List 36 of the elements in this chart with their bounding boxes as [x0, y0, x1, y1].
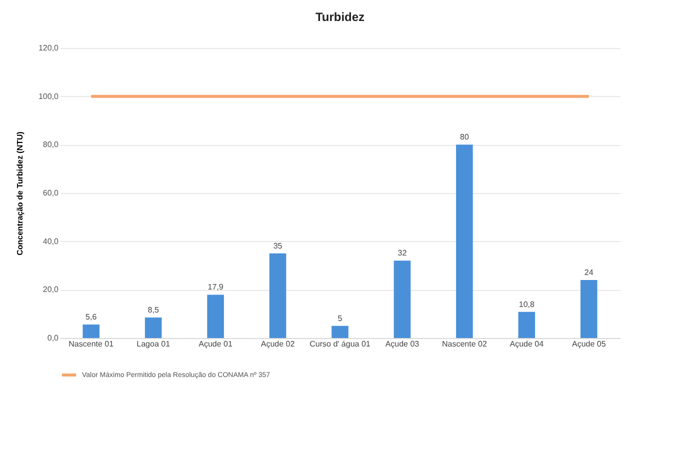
- data-label: 24: [584, 268, 594, 277]
- x-tick-label: Açude 04: [510, 340, 544, 348]
- y-tick-label: 20,0: [42, 285, 60, 294]
- bar: [394, 260, 411, 338]
- x-tick-label: Açude 01: [198, 340, 234, 348]
- data-label: 5: [338, 314, 343, 323]
- x-tick-label: Açude 02: [260, 340, 296, 348]
- x-tick-label: Açude 03: [385, 340, 420, 348]
- bar: [269, 253, 286, 338]
- y-axis-title: Concentração de Turbidez (NTU): [15, 131, 24, 256]
- y-tick-label: 120,0: [38, 44, 60, 52]
- bar: [518, 312, 536, 338]
- bar: [207, 294, 224, 338]
- data-label: 5,6: [86, 312, 98, 322]
- data-label: 32: [398, 248, 408, 258]
- data-label: 80: [460, 132, 470, 142]
- y-tick-label: 80,0: [42, 140, 60, 150]
- bar: [332, 326, 348, 338]
- y-tick-label: 100,0: [38, 92, 60, 101]
- x-tick-label: Nascente 02: [442, 340, 488, 348]
- y-tick-label: 60,0: [42, 188, 60, 198]
- bar: [456, 144, 473, 338]
- chart-title: Turbidez: [315, 10, 365, 24]
- x-tick-label: Curso d' água 01: [310, 340, 371, 348]
- bar: [144, 317, 162, 338]
- bar: [82, 324, 100, 338]
- bar: [580, 280, 598, 338]
- data-label: 35: [273, 241, 283, 250]
- x-tick-label: Nascente 01: [68, 340, 114, 348]
- y-tick-label: 0,0: [47, 334, 60, 342]
- x-tick-label: Açude 05: [572, 340, 606, 348]
- data-label: 8,5: [148, 305, 160, 314]
- data-label: 17,9: [208, 282, 224, 292]
- y-tick-label: 40,0: [42, 236, 60, 246]
- x-tick-label: Lagoa 01: [136, 340, 171, 348]
- data-label: 10,8: [518, 300, 535, 309]
